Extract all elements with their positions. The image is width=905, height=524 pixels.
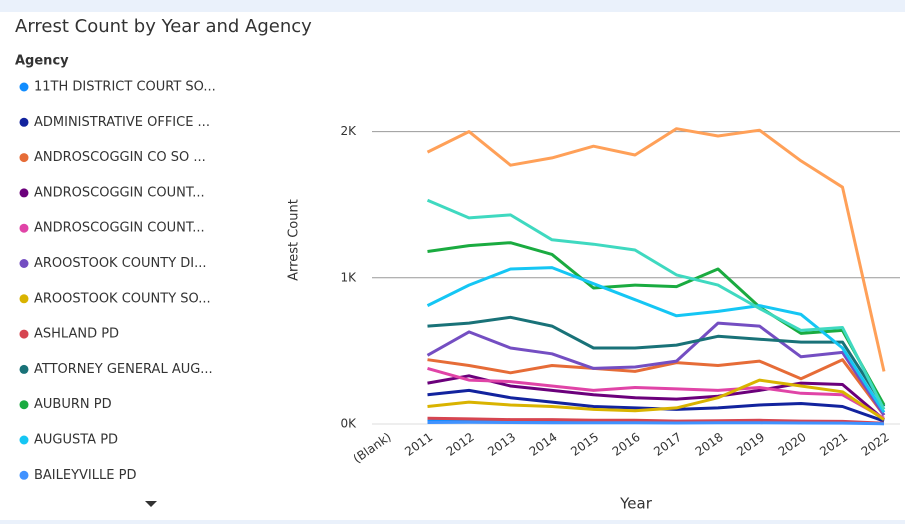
y-tick-label: 2K xyxy=(340,124,357,138)
y-tick-label: 1K xyxy=(340,270,357,284)
legend-label: AROOSTOOK COUNTY SO... xyxy=(34,291,211,306)
y-axis-title: Arrest Count xyxy=(287,199,302,281)
legend-label: ANDROSCOGGIN COUNT... xyxy=(34,221,205,236)
series-line xyxy=(427,378,885,421)
legend-label: AROOSTOOK COUNTY DI... xyxy=(34,256,207,271)
series-line xyxy=(427,416,885,425)
y-tick-label: 0K xyxy=(340,417,357,431)
legend-marker xyxy=(19,117,29,127)
legend-title: Agency xyxy=(15,54,69,69)
series-line xyxy=(427,241,886,406)
legend-marker xyxy=(19,153,29,163)
panel xyxy=(0,12,905,520)
series-line xyxy=(426,321,886,417)
legend-marker xyxy=(19,364,29,374)
legend-label: ATTORNEY GENERAL AUG... xyxy=(34,362,213,377)
series-line xyxy=(427,366,885,420)
series-line xyxy=(426,127,886,372)
legend-label: AUBURN PD xyxy=(34,397,112,412)
legend-label: ADMINISTRATIVE OFFICE ... xyxy=(34,115,210,130)
legend-label: BAILEYVILLE PD xyxy=(34,468,136,483)
legend-marker xyxy=(19,294,29,304)
legend-marker xyxy=(19,435,29,445)
legend-scroll-arrow[interactable] xyxy=(145,501,157,507)
series-line xyxy=(427,420,885,426)
legend-label: ANDROSCOGGIN COUNT... xyxy=(34,185,205,200)
series-line xyxy=(427,358,886,417)
legend-marker xyxy=(19,188,29,198)
legend-marker xyxy=(19,470,29,480)
legend-marker xyxy=(19,329,29,339)
legend-marker xyxy=(19,82,29,92)
legend-label: ASHLAND PD xyxy=(34,327,119,342)
legend-marker xyxy=(19,400,29,410)
series-line xyxy=(427,374,885,421)
legend-label: ANDROSCOGGIN CO SO ... xyxy=(34,150,206,165)
series-line xyxy=(427,315,886,408)
series-line xyxy=(426,198,886,411)
x-axis-title: Year xyxy=(619,495,653,513)
legend-marker xyxy=(19,223,29,233)
legend-marker xyxy=(19,259,29,268)
chart-title: Arrest Count by Year and Agency xyxy=(15,16,312,37)
legend-label: 11TH DISTRICT COURT SO... xyxy=(34,80,216,95)
series-line xyxy=(426,266,886,414)
legend-label: AUGUSTA PD xyxy=(34,433,118,448)
